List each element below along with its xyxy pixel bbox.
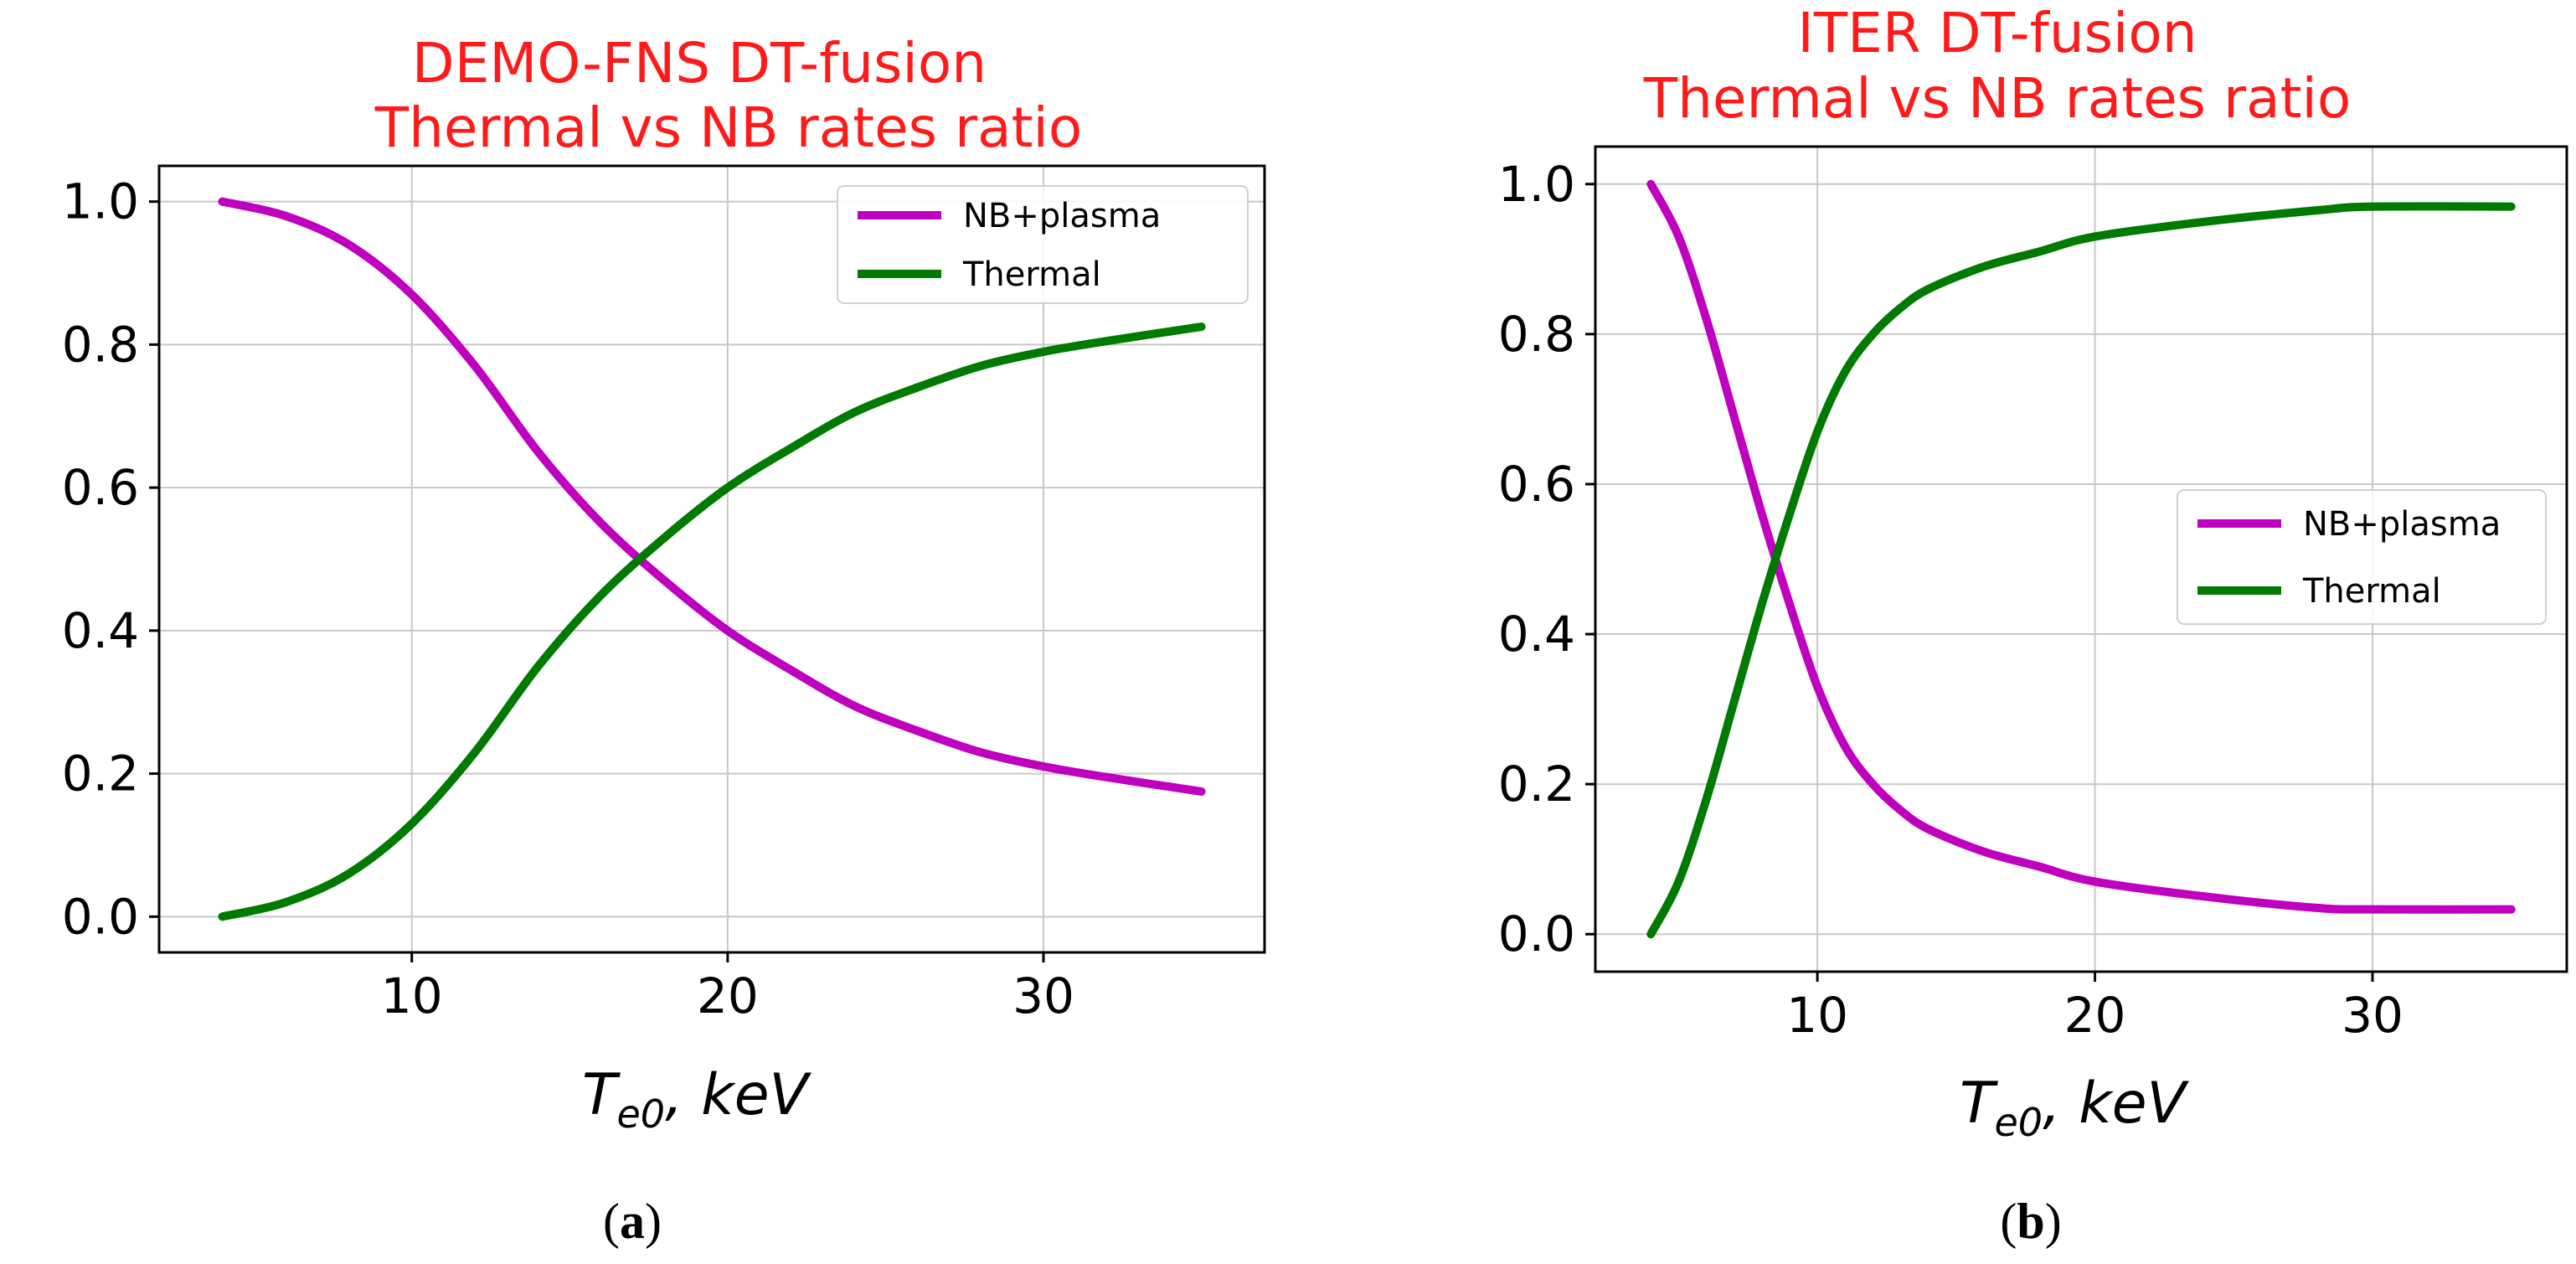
chart-panel-b: ITER DT-fusion Thermal vs NB rates ratio… bbox=[1498, 1, 2568, 1249]
x-tick-label: 20 bbox=[2064, 987, 2126, 1044]
chart-panel-a: DEMO-FNS DT-fusion Thermal vs NB rates r… bbox=[62, 31, 1266, 1249]
plot-frame bbox=[157, 164, 1266, 954]
chart-title-line1: DEMO-FNS DT-fusion bbox=[412, 31, 987, 95]
y-axis-ticks: 0.0 0.2 0.4 0.6 0.8 1.0 bbox=[62, 173, 159, 945]
series-lines bbox=[1646, 179, 2516, 939]
y-tick-label: 1.0 bbox=[1498, 156, 1575, 213]
legend: NB+plasma Thermal bbox=[837, 185, 1249, 304]
series-lines bbox=[218, 197, 1206, 921]
x-axis-label-subscript: e0 bbox=[617, 1091, 666, 1137]
legend-label: Thermal bbox=[2302, 572, 2441, 611]
y-tick-label: 0.6 bbox=[1498, 456, 1575, 513]
y-axis-ticks: 0.0 0.2 0.4 0.6 0.8 1.0 bbox=[1498, 156, 1595, 962]
y-tick-label: 0.4 bbox=[62, 602, 139, 659]
x-tick-label: 30 bbox=[2342, 987, 2403, 1044]
y-tick-label: 0.2 bbox=[62, 746, 139, 802]
panel-label-letter: b bbox=[2017, 1194, 2044, 1249]
legend-label: Thermal bbox=[962, 255, 1101, 294]
y-tick-label: 0.8 bbox=[62, 316, 139, 373]
chart-title-line1: ITER DT-fusion bbox=[1797, 1, 2197, 65]
y-tick-label: 1.0 bbox=[62, 173, 139, 230]
x-axis-label: Te0, keV bbox=[582, 1062, 812, 1137]
x-axis-label-unit: , keV bbox=[2043, 1071, 2189, 1137]
x-tick-label: 10 bbox=[381, 967, 443, 1024]
chart-title-line2: Thermal vs NB rates ratio bbox=[1643, 66, 2351, 131]
series-line-nb-plasma bbox=[218, 197, 1206, 796]
panel-label: (b) bbox=[2000, 1194, 2061, 1249]
y-tick-label: 0.6 bbox=[62, 459, 139, 516]
x-axis-label-main: T bbox=[1960, 1071, 1998, 1137]
x-axis-ticks: 10 20 30 bbox=[1786, 972, 2403, 1044]
legend-label: NB+plasma bbox=[963, 197, 1161, 235]
series-line-thermal bbox=[1646, 202, 2516, 939]
panel-label: (a) bbox=[603, 1194, 662, 1249]
x-tick-label: 20 bbox=[697, 967, 759, 1024]
x-axis-label-subscript: e0 bbox=[1995, 1100, 2043, 1145]
y-tick-label: 0.8 bbox=[1498, 306, 1575, 363]
chart-title-line2: Thermal vs NB rates ratio bbox=[374, 95, 1082, 160]
series-line-nb-plasma bbox=[1646, 179, 2516, 914]
x-tick-label: 10 bbox=[1786, 987, 1848, 1044]
y-tick-label: 0.0 bbox=[1498, 905, 1575, 962]
plot-frame bbox=[1594, 145, 2568, 973]
x-axis-ticks: 10 20 30 bbox=[381, 952, 1074, 1024]
y-tick-label: 0.4 bbox=[1498, 606, 1575, 663]
legend: NB+plasma Thermal bbox=[2177, 489, 2547, 625]
x-axis-label-main: T bbox=[582, 1062, 621, 1128]
x-axis-label-unit: , keV bbox=[665, 1062, 811, 1128]
series-line-thermal bbox=[218, 322, 1206, 921]
legend-label: NB+plasma bbox=[2303, 505, 2501, 544]
x-axis-label: Te0, keV bbox=[1960, 1071, 2190, 1145]
y-tick-label: 0.0 bbox=[62, 888, 139, 945]
x-tick-label: 30 bbox=[1012, 967, 1074, 1024]
panel-label-letter: a bbox=[620, 1194, 645, 1249]
y-tick-label: 0.2 bbox=[1498, 756, 1575, 813]
